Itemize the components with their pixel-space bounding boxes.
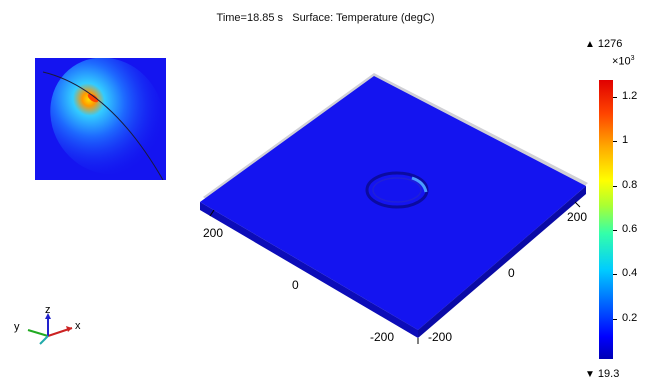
axis-tick-right-0: 0 bbox=[508, 266, 515, 280]
colorbar-tick-mark bbox=[613, 141, 617, 143]
axis-tick-left-200: 200 bbox=[203, 226, 224, 240]
triad-z-label: z bbox=[45, 306, 51, 316]
axis-triad: x y z bbox=[14, 306, 81, 345]
colorbar-tick-mark bbox=[613, 185, 617, 187]
colorbar-tick-label: 1.2 bbox=[622, 89, 638, 102]
colorbar-tick-mark bbox=[613, 230, 617, 232]
colorbar-tick-mark bbox=[613, 318, 617, 320]
plate-side-right bbox=[418, 186, 586, 338]
triad-y-label: y bbox=[14, 321, 20, 333]
colorbar-tick-label: 0.6 bbox=[622, 223, 638, 236]
axis-tick-right-neg200: -200 bbox=[428, 330, 453, 344]
colorbar bbox=[599, 80, 613, 359]
plate-surface bbox=[200, 76, 586, 330]
colorbar-tick-label: 0.8 bbox=[622, 178, 638, 191]
axis-tick-left-0: 0 bbox=[292, 278, 299, 292]
weld-track-inner bbox=[372, 177, 422, 203]
z-arrowhead-icon bbox=[45, 313, 51, 319]
colorbar-multiplier: ×103 bbox=[612, 55, 635, 68]
colorbar-min-label: ▼ 19.3 bbox=[585, 368, 620, 380]
heat-spot bbox=[411, 176, 428, 193]
triangle-up-icon: ▲ bbox=[585, 39, 595, 50]
plate-side-left bbox=[200, 202, 418, 338]
triangle-down-icon: ▼ bbox=[585, 369, 595, 380]
inset-weld-path bbox=[42, 71, 164, 180]
axis-tick-left-neg200: -200 bbox=[370, 330, 395, 344]
colorbar-tick-mark bbox=[613, 274, 617, 276]
colorbar-tick-mark bbox=[613, 96, 617, 98]
colorbar-tick-label: 1 bbox=[622, 134, 629, 147]
inset-hot-core bbox=[87, 93, 99, 103]
x-arrowhead-icon bbox=[66, 326, 72, 332]
triad-x-label: x bbox=[75, 320, 81, 332]
colorbar-tick-label: 0.4 bbox=[622, 267, 638, 280]
colorbar-max-label: ▲ 1276 bbox=[585, 38, 623, 50]
colorbar-tick-label: 0.2 bbox=[622, 311, 638, 324]
y-axis-arrow bbox=[27, 329, 49, 337]
inset-zoom-view[interactable] bbox=[35, 58, 166, 180]
axis-tick-right-200: 200 bbox=[567, 210, 588, 224]
plot-title: Time=18.85 s Surface: Temperature (degC) bbox=[216, 12, 435, 24]
